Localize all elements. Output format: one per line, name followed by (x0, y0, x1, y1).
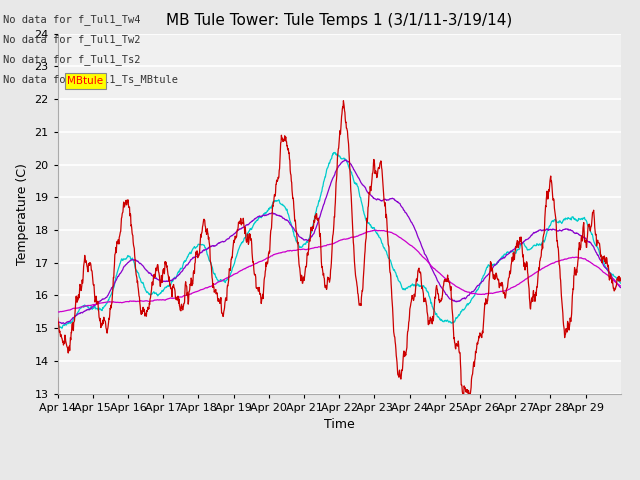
X-axis label: Time: Time (324, 418, 355, 431)
Y-axis label: Temperature (C): Temperature (C) (16, 163, 29, 264)
Text: MBtule: MBtule (67, 76, 103, 86)
Text: No data for f_Tul1_Ts_MBtule: No data for f_Tul1_Ts_MBtule (3, 74, 178, 85)
Legend: Tul1_Tw+10cm, Tul1_Ts-8cm, Tul1_Ts-16cm, Tul1_Ts-32cm: Tul1_Tw+10cm, Tul1_Ts-8cm, Tul1_Ts-16cm,… (119, 476, 559, 480)
Title: MB Tule Tower: Tule Temps 1 (3/1/11-3/19/14): MB Tule Tower: Tule Temps 1 (3/1/11-3/19… (166, 13, 513, 28)
Text: No data for f_Tul1_Ts2: No data for f_Tul1_Ts2 (3, 54, 141, 65)
Text: No data for f_Tul1_Tw4: No data for f_Tul1_Tw4 (3, 13, 141, 24)
Text: No data for f_Tul1_Tw2: No data for f_Tul1_Tw2 (3, 34, 141, 45)
